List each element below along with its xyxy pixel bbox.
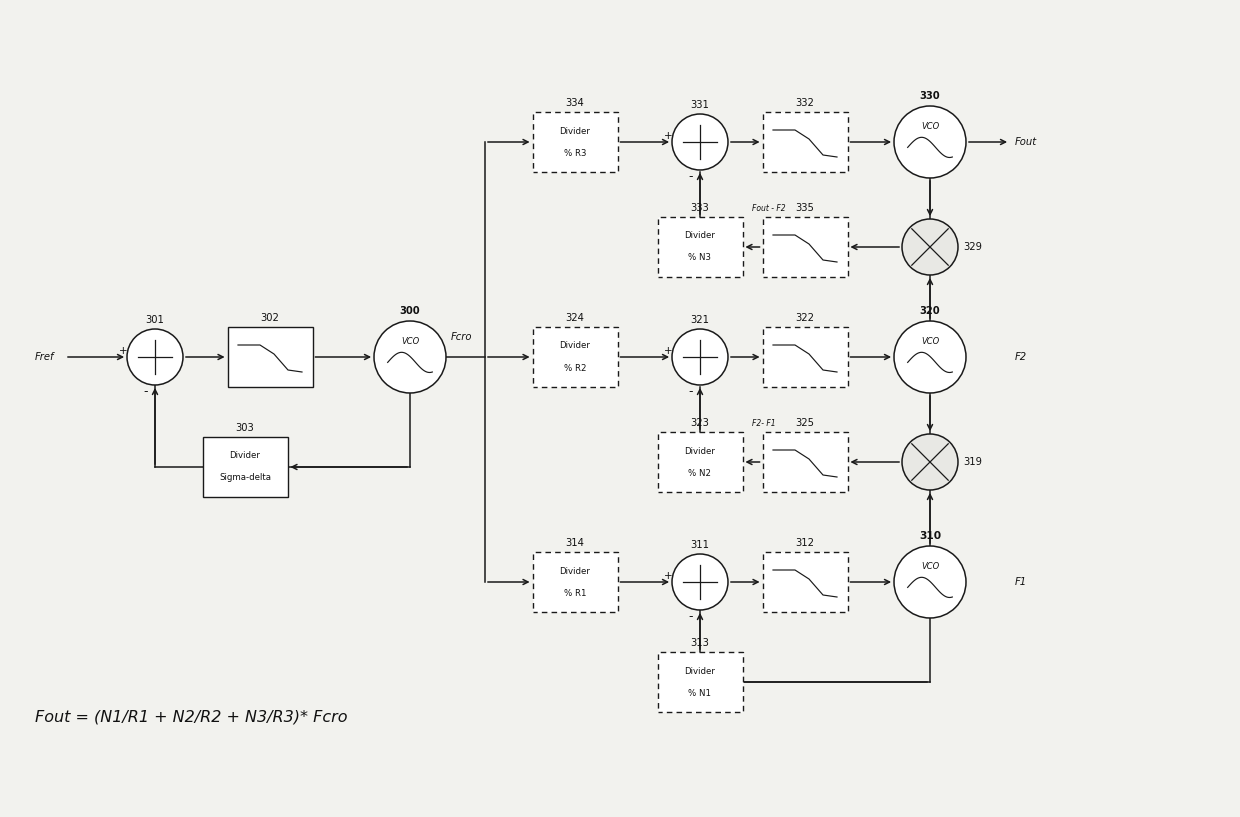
- Text: 311: 311: [691, 540, 709, 550]
- Text: F1: F1: [1016, 577, 1027, 587]
- Text: 321: 321: [691, 315, 709, 325]
- Text: +: +: [663, 571, 672, 582]
- Text: +: +: [663, 132, 672, 141]
- Text: +: +: [663, 346, 672, 356]
- Text: 312: 312: [796, 538, 815, 548]
- Text: 320: 320: [920, 306, 940, 316]
- Text: 324: 324: [565, 313, 584, 323]
- Text: VCO: VCO: [401, 337, 419, 346]
- Text: Divider: Divider: [559, 566, 590, 575]
- Text: % N3: % N3: [688, 253, 712, 262]
- Text: F2- F1: F2- F1: [753, 419, 776, 428]
- Circle shape: [374, 321, 446, 393]
- Circle shape: [901, 219, 959, 275]
- Text: % R2: % R2: [564, 364, 587, 373]
- Circle shape: [126, 329, 184, 385]
- FancyBboxPatch shape: [657, 652, 743, 712]
- Text: 325: 325: [796, 418, 815, 428]
- Text: 332: 332: [796, 98, 815, 108]
- Text: -: -: [143, 386, 148, 399]
- Circle shape: [894, 106, 966, 178]
- FancyBboxPatch shape: [202, 437, 288, 497]
- Text: -: -: [688, 386, 692, 399]
- Text: 300: 300: [399, 306, 420, 316]
- Circle shape: [672, 114, 728, 170]
- Text: Divider: Divider: [229, 452, 260, 461]
- Text: -: -: [688, 610, 692, 623]
- FancyBboxPatch shape: [763, 217, 847, 277]
- Text: VCO: VCO: [921, 562, 939, 571]
- Text: 323: 323: [691, 418, 709, 428]
- Text: % R3: % R3: [564, 149, 587, 158]
- Text: Fref: Fref: [35, 352, 55, 362]
- Text: 330: 330: [920, 91, 940, 101]
- Text: 301: 301: [145, 315, 165, 325]
- Text: Divider: Divider: [684, 447, 715, 456]
- Text: 303: 303: [236, 423, 254, 433]
- FancyBboxPatch shape: [763, 112, 847, 172]
- Text: 334: 334: [565, 98, 584, 108]
- Text: Fout: Fout: [1016, 137, 1037, 147]
- Text: -: -: [688, 171, 692, 184]
- FancyBboxPatch shape: [532, 327, 618, 387]
- Circle shape: [894, 321, 966, 393]
- Text: 333: 333: [691, 203, 709, 213]
- Circle shape: [894, 546, 966, 618]
- Circle shape: [672, 329, 728, 385]
- FancyBboxPatch shape: [657, 217, 743, 277]
- Text: 302: 302: [260, 313, 279, 323]
- FancyBboxPatch shape: [763, 432, 847, 492]
- FancyBboxPatch shape: [532, 552, 618, 612]
- Text: 310: 310: [919, 531, 941, 541]
- Text: % R1: % R1: [564, 588, 587, 597]
- FancyBboxPatch shape: [657, 432, 743, 492]
- Text: % N1: % N1: [688, 689, 712, 698]
- Text: 322: 322: [796, 313, 815, 323]
- FancyBboxPatch shape: [763, 552, 847, 612]
- Text: Divider: Divider: [559, 342, 590, 350]
- FancyBboxPatch shape: [532, 112, 618, 172]
- Text: 335: 335: [796, 203, 815, 213]
- Text: VCO: VCO: [921, 337, 939, 346]
- Text: Divider: Divider: [684, 231, 715, 240]
- Text: 313: 313: [691, 638, 709, 648]
- Text: VCO: VCO: [921, 123, 939, 132]
- Text: Fout - F2: Fout - F2: [753, 204, 786, 213]
- Text: Sigma-delta: Sigma-delta: [219, 474, 272, 483]
- Text: Fout = (N1/R1 + N2/R2 + N3/R3)* Fcro: Fout = (N1/R1 + N2/R2 + N3/R3)* Fcro: [35, 709, 347, 725]
- Text: F2: F2: [1016, 352, 1027, 362]
- Text: +: +: [119, 346, 128, 356]
- Text: 331: 331: [691, 100, 709, 110]
- Text: 329: 329: [963, 242, 982, 252]
- Text: Divider: Divider: [559, 127, 590, 136]
- Circle shape: [901, 434, 959, 490]
- Text: Divider: Divider: [684, 667, 715, 676]
- FancyBboxPatch shape: [227, 327, 312, 387]
- Text: 319: 319: [963, 457, 982, 467]
- Text: % N2: % N2: [688, 468, 712, 477]
- Text: 314: 314: [565, 538, 584, 548]
- FancyBboxPatch shape: [763, 327, 847, 387]
- Text: Fcro: Fcro: [451, 332, 472, 342]
- Circle shape: [672, 554, 728, 610]
